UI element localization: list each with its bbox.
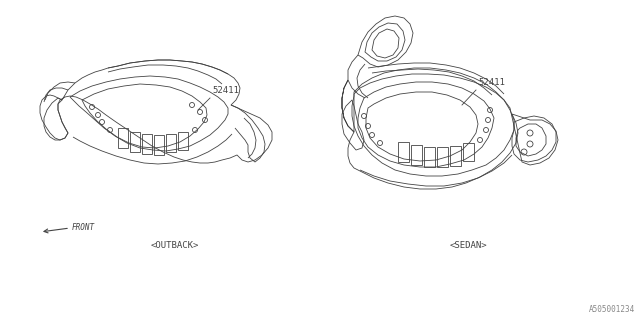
Text: 52411: 52411: [212, 86, 239, 95]
Text: FRONT: FRONT: [72, 222, 95, 231]
Text: <SEDAN>: <SEDAN>: [449, 241, 487, 250]
Text: A505001234: A505001234: [589, 305, 635, 314]
Text: <OUTBACK>: <OUTBACK>: [151, 241, 199, 250]
Text: 52411: 52411: [478, 78, 505, 87]
